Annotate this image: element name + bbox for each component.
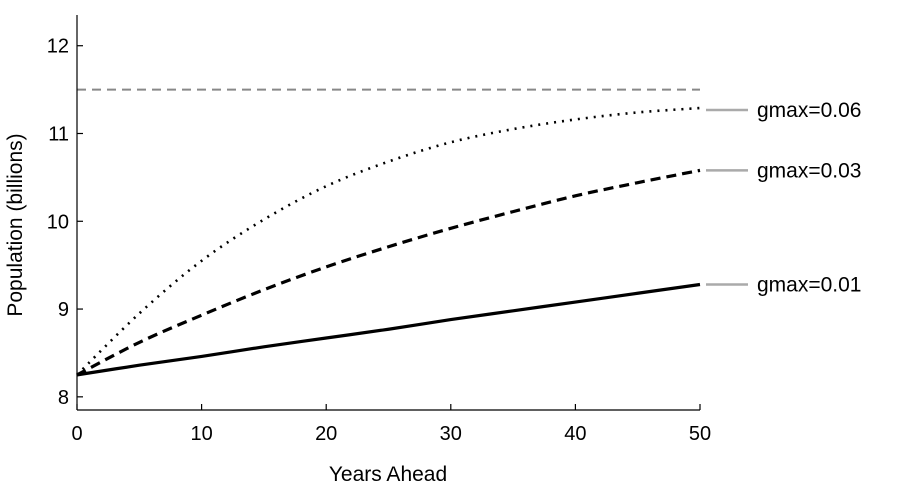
y-tick-label: 11 bbox=[48, 124, 69, 146]
series-line-3 bbox=[76, 282, 701, 377]
y-axis-label: Population (billions) bbox=[4, 133, 27, 316]
series-line-1 bbox=[76, 106, 701, 376]
y-tick-label: 8 bbox=[58, 387, 69, 409]
y-tick-label: 10 bbox=[47, 211, 69, 233]
series-line-2 bbox=[76, 168, 701, 377]
x-tick-label: 20 bbox=[315, 423, 337, 445]
x-axis-label: Years Ahead bbox=[329, 463, 447, 486]
series-label: gmax=0.06 bbox=[757, 99, 862, 122]
x-tick-label: 10 bbox=[190, 423, 212, 445]
plot-area: gmax=0.06 gmax=0.03 gmax=0.01 bbox=[76, 88, 862, 377]
y-tick-label: 12 bbox=[47, 36, 69, 58]
y-tick-label: 9 bbox=[58, 299, 69, 321]
axes: 0 10 20 30 40 50 8 9 10 11 12 bbox=[47, 15, 711, 445]
x-tick-label: 40 bbox=[564, 423, 586, 445]
series-label: gmax=0.03 bbox=[757, 159, 862, 182]
x-tick-label: 0 bbox=[71, 423, 82, 445]
series-label: gmax=0.01 bbox=[757, 273, 862, 296]
x-tick-label: 50 bbox=[689, 423, 711, 445]
x-tick-label: 30 bbox=[440, 423, 462, 445]
